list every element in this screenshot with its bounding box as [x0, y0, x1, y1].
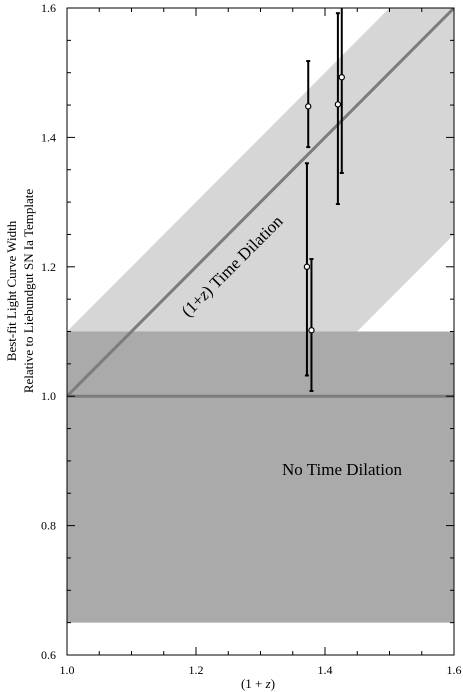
point-marker [305, 103, 312, 110]
time-dilation-line [67, 8, 454, 398]
x-tick-label: 1.0 [60, 663, 75, 677]
axis-ticks: 1.0 1.2 1.4 1.6 0.6 0.8 1.0 1.2 1.4 1.6 [41, 1, 462, 677]
x-axis-title-part: ) [271, 676, 275, 691]
data-point [305, 60, 312, 149]
x-axis-title: (1 + z) [241, 676, 275, 691]
x-tick-label: 1.6 [447, 663, 462, 677]
x-tick-label: 1.4 [318, 663, 333, 677]
no-dilation-label: No Time Dilation [282, 460, 402, 479]
point-marker [334, 101, 342, 108]
no-dilation-band [67, 331, 454, 623]
data-point [308, 258, 315, 393]
x-axis-title-part: (1 + [241, 676, 266, 691]
y-axis-title-line-2: Relative to Liebundgut SN Ia Template [21, 189, 36, 394]
y-tick-label: 0.6 [41, 648, 56, 662]
point-marker [338, 74, 345, 81]
y-tick-label: 1.6 [41, 1, 56, 15]
y-tick-label: 1.4 [41, 130, 56, 144]
point-marker [308, 327, 315, 334]
y-tick-label: 0.8 [41, 519, 56, 533]
data-point [303, 162, 311, 377]
y-tick-label: 1.0 [41, 389, 56, 403]
data-points [303, 8, 345, 393]
y-axis-title-line-1: Best-fit Light Curve Width [4, 220, 19, 361]
data-point [334, 12, 342, 206]
data-point [338, 8, 345, 174]
plot-area [67, 8, 454, 623]
x-tick-label: 1.2 [189, 663, 204, 677]
y-tick-label: 1.2 [41, 260, 56, 274]
x-axis-title-z: z [265, 676, 271, 691]
point-marker [303, 263, 311, 270]
